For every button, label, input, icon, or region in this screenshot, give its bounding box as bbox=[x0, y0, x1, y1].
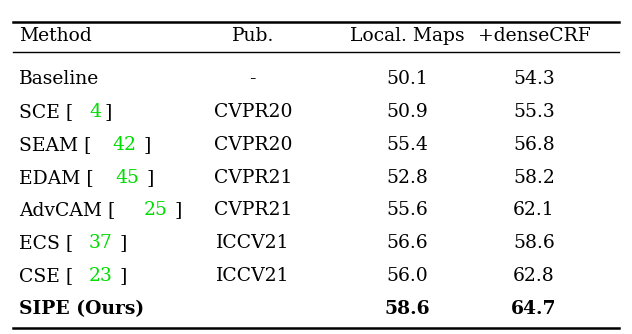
Text: 62.1: 62.1 bbox=[513, 201, 555, 219]
Text: 54.3: 54.3 bbox=[513, 70, 555, 89]
Text: 55.3: 55.3 bbox=[513, 103, 555, 121]
Text: ]: ] bbox=[120, 267, 127, 285]
Text: 45: 45 bbox=[116, 169, 140, 187]
Text: 37: 37 bbox=[89, 234, 113, 252]
Text: SEAM [: SEAM [ bbox=[19, 136, 92, 154]
Text: 62.8: 62.8 bbox=[513, 267, 555, 285]
Text: 56.0: 56.0 bbox=[387, 267, 428, 285]
Text: 50.9: 50.9 bbox=[387, 103, 428, 121]
Text: 56.8: 56.8 bbox=[513, 136, 555, 154]
Text: 58.6: 58.6 bbox=[385, 300, 430, 318]
Text: ]: ] bbox=[104, 103, 112, 121]
Text: 4: 4 bbox=[89, 103, 101, 121]
Text: AdvCAM [: AdvCAM [ bbox=[19, 201, 115, 219]
Text: 50.1: 50.1 bbox=[387, 70, 428, 89]
Text: 56.6: 56.6 bbox=[387, 234, 428, 252]
Text: ]: ] bbox=[147, 169, 154, 187]
Text: SIPE (Ours): SIPE (Ours) bbox=[19, 300, 144, 318]
Text: Local. Maps: Local. Maps bbox=[350, 27, 465, 45]
Text: 58.6: 58.6 bbox=[513, 234, 555, 252]
Text: 23: 23 bbox=[89, 267, 113, 285]
Text: ECS [: ECS [ bbox=[19, 234, 73, 252]
Text: +denseCRF: +denseCRF bbox=[478, 27, 590, 45]
Text: Pub.: Pub. bbox=[231, 27, 274, 45]
Text: 58.2: 58.2 bbox=[513, 169, 555, 187]
Text: ICCV21: ICCV21 bbox=[216, 234, 289, 252]
Text: ]: ] bbox=[143, 136, 151, 154]
Text: CVPR21: CVPR21 bbox=[214, 201, 292, 219]
Text: CVPR20: CVPR20 bbox=[214, 103, 292, 121]
Text: 55.4: 55.4 bbox=[387, 136, 428, 154]
Text: SCE [: SCE [ bbox=[19, 103, 73, 121]
Text: 52.8: 52.8 bbox=[387, 169, 428, 187]
Text: ]: ] bbox=[174, 201, 181, 219]
Text: 42: 42 bbox=[112, 136, 137, 154]
Text: CVPR20: CVPR20 bbox=[214, 136, 292, 154]
Text: Method: Method bbox=[19, 27, 92, 45]
Text: CSE [: CSE [ bbox=[19, 267, 73, 285]
Text: CVPR21: CVPR21 bbox=[214, 169, 292, 187]
Text: 64.7: 64.7 bbox=[511, 300, 557, 318]
Text: ]: ] bbox=[120, 234, 127, 252]
Text: 55.6: 55.6 bbox=[387, 201, 428, 219]
Text: ICCV21: ICCV21 bbox=[216, 267, 289, 285]
Text: 25: 25 bbox=[143, 201, 167, 219]
Text: EDAM [: EDAM [ bbox=[19, 169, 94, 187]
Text: Baseline: Baseline bbox=[19, 70, 99, 89]
Text: -: - bbox=[250, 70, 256, 89]
